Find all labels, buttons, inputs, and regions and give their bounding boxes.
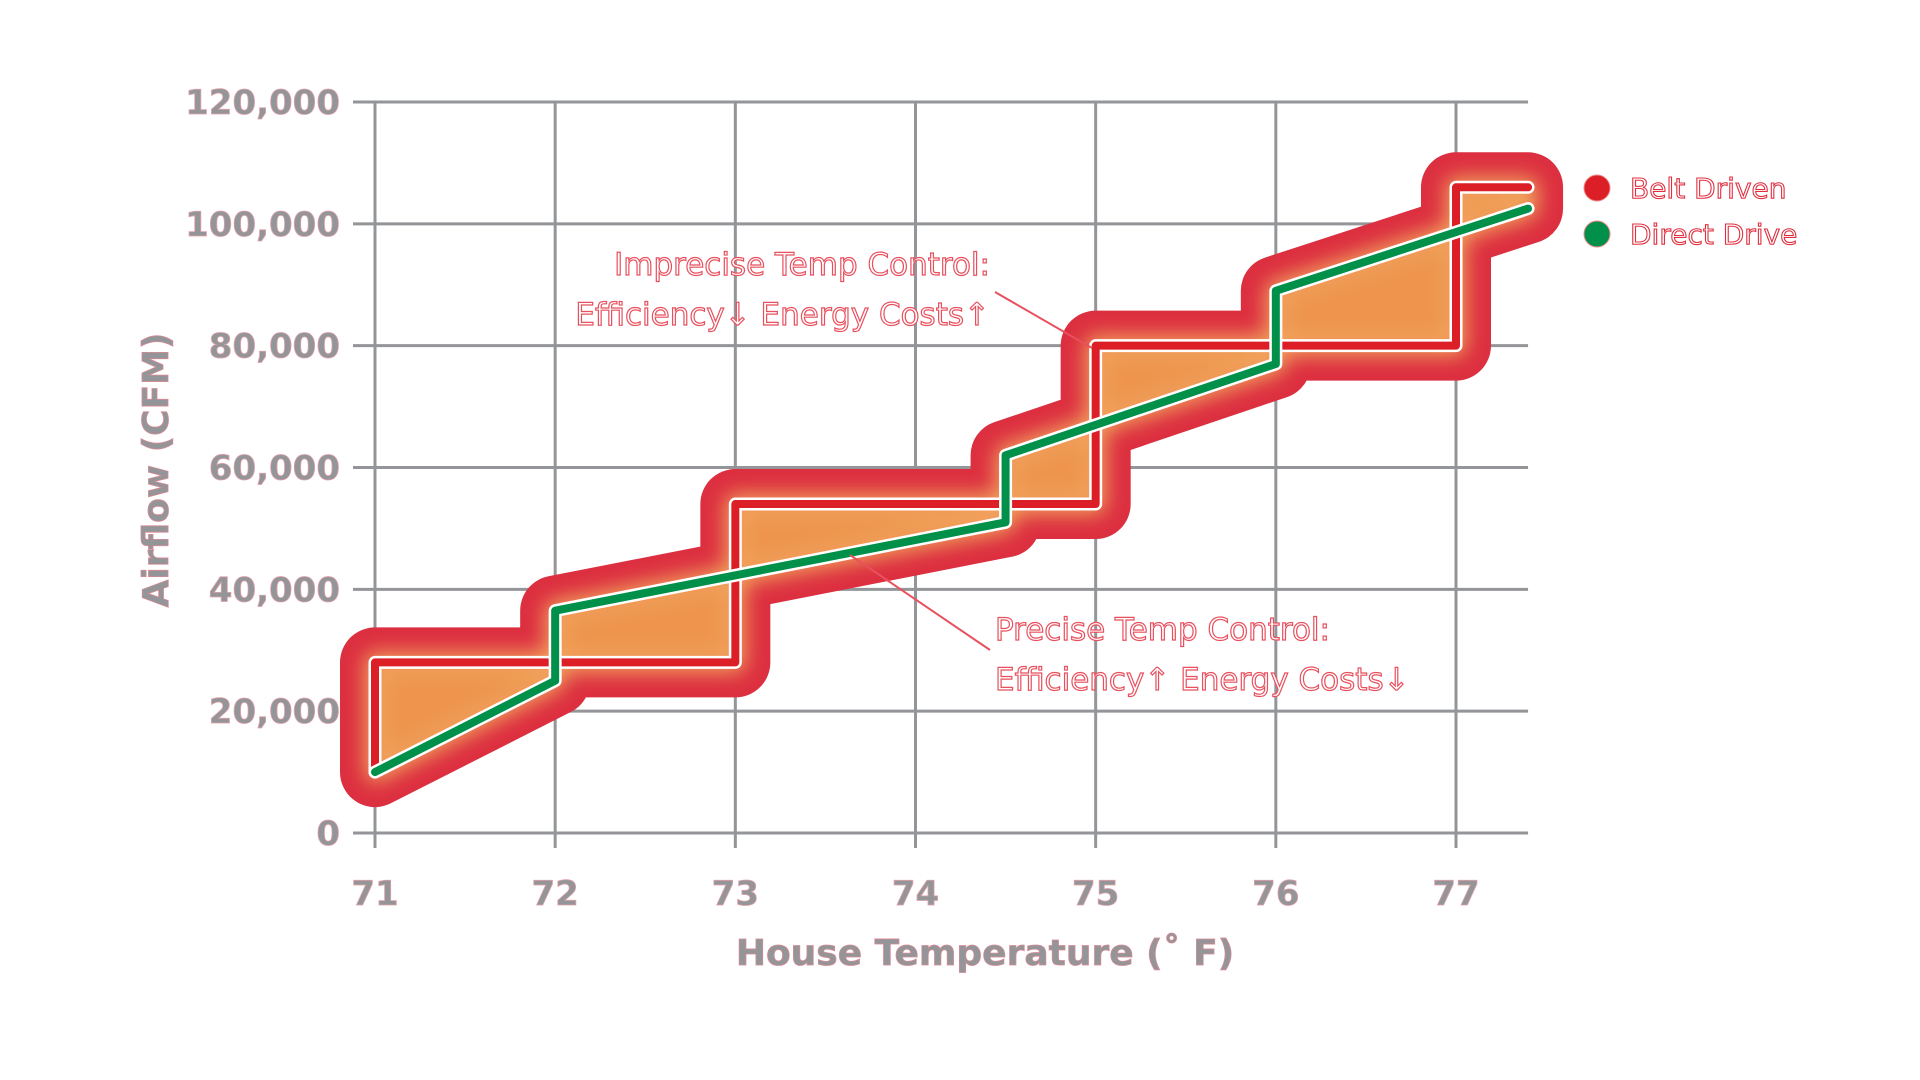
legend: Belt Driven Direct Drive [1583,171,1798,252]
annotation-precise-line2: Efficiency↑ Energy Costs↓ [995,662,1410,698]
x-axis-label: House Temperature (˚ F) [736,933,1234,974]
annotation-imprecise-arrow [994,291,1093,349]
y-axis-label: Airflow (CFM) [136,333,177,608]
y-tick-label: 20,000 [209,692,340,732]
x-tick-label: 76 [1252,874,1299,914]
annotation-precise-arrow [849,554,991,651]
y-tick-label: 60,000 [209,449,340,489]
x-tick-label: 72 [532,874,579,914]
legend-label-direct-drive: Direct Drive [1630,218,1797,251]
legend-marker-direct-drive [1583,220,1611,248]
x-tick-label: 73 [712,874,759,914]
annotation-imprecise-line1: Imprecise Temp Control: [614,247,990,283]
tick-labels: 71 72 73 74 75 76 77 0 20,000 40,000 60,000 80,000 1… [185,83,1480,915]
legend-marker-belt-driven [1583,174,1611,202]
annotation-imprecise-line2: Efficiency↓ Energy Costs↑ [575,297,990,333]
annotation-precise-line1: Precise Temp Control: [995,612,1330,648]
y-tick-label: 80,000 [209,327,340,367]
y-tick-label: 40,000 [209,570,340,610]
annotation-imprecise: Imprecise Temp Control: Efficiency↓ Ener… [575,246,1093,349]
x-tick-label: 75 [1072,874,1119,914]
series-line-belt-driven [371,183,1533,777]
annotation-precise: Precise Temp Control: Efficiency↑ Energy… [849,554,1410,699]
x-tick-label: 71 [351,874,398,914]
x-tick-label: 77 [1432,874,1479,914]
y-tick-label: 100,000 [185,205,340,245]
series-lines [368,180,1535,779]
x-tick-label: 74 [892,874,939,914]
legend-label-belt-driven: Belt Driven [1630,172,1787,205]
series-line-direct-drive [371,204,1533,777]
y-tick-label: 0 [316,814,340,854]
y-tick-label: 120,000 [185,83,340,123]
